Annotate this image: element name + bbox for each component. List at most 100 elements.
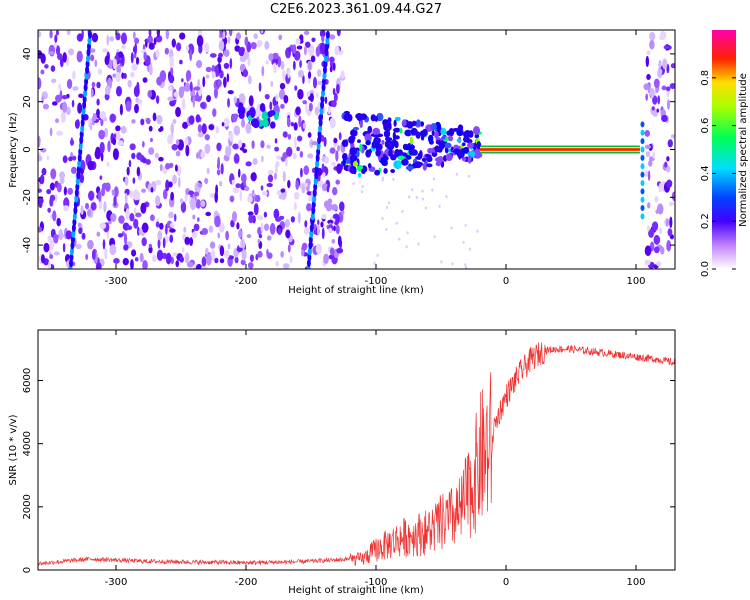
heatmap-cell [321,213,327,220]
heatmap-cluster-cell [447,135,454,142]
colorbar-tick-label: 0.2 [700,213,711,229]
heatmap-cell [227,36,231,44]
heatmap-cell [201,123,207,135]
heatmap-cell [213,87,219,99]
heatmap-cell [181,78,184,83]
heatmap-cluster-cell [434,157,443,163]
heatmap-cell [131,152,136,160]
heatmap-cell [361,184,364,188]
snr-x-tick-label: -200 [235,577,258,588]
heatmap-cell [50,168,57,180]
heatmap-cell [204,143,211,154]
heatmap-cell [252,189,255,195]
heatmap-cluster-cell [410,127,418,136]
heatmap-cell [236,247,244,252]
heatmap-cell [206,167,210,175]
heatmap-cell [157,238,161,249]
heatmap-cell [385,205,389,209]
heatmap-cell [280,188,286,193]
heatmap-cell [248,214,254,224]
heatmap-cell [233,125,241,136]
heatmap-cell [218,40,225,52]
spectrogram-y-tick-label: 40 [22,48,33,61]
heatmap-cell [445,195,448,199]
heatmap-cell [104,85,111,96]
heatmap-cell [90,202,97,211]
heatmap-cell [184,252,190,264]
heatmap-cell [287,133,292,140]
heatmap-cell [647,202,651,209]
heatmap-cell [107,220,112,225]
heatmap-cell [644,170,649,177]
heatmap-cell [649,39,655,50]
heatmap-cell [115,125,121,132]
heatmap-cluster-cell [446,130,451,136]
heatmap-cell [303,45,307,56]
heatmap-cell [307,71,312,79]
heatmap-cluster-cell [428,139,434,145]
heatmap-cell [652,151,656,159]
heatmap-cluster-cell [452,128,460,132]
heatmap-cell [85,202,90,210]
heatmap-cell [321,163,325,173]
heatmap-cell [333,137,338,144]
heatmap-cell [670,63,675,69]
heatmap-cell [174,164,178,172]
heatmap-cell [197,183,203,188]
heatmap-cell [141,237,147,247]
heatmap-cell [293,191,300,199]
heatmap-cell [169,228,176,233]
heatmap-cell [299,60,303,68]
heatmap-cell [200,266,208,269]
heatmap-cell [131,64,138,71]
heatmap-cell [301,242,308,251]
heatmap-cell [181,98,186,111]
heatmap-cell [286,117,291,128]
heatmap-cell [58,229,64,241]
heatmap-cell [70,166,77,175]
heatmap-cell [185,144,190,157]
heatmap-cell [319,30,326,38]
heatmap-cell [306,203,312,212]
heatmap-cell [179,59,183,65]
heatmap-cell [292,152,297,160]
heatmap-cell [246,234,252,239]
heatmap-cell [323,253,329,265]
heatmap-cell [421,189,424,193]
heatmap-cell [170,122,174,135]
heatmap-blob-cell [237,106,246,116]
heatmap-cell [311,37,316,43]
heatmap-cell [278,89,286,100]
heatmap-cell [72,70,76,80]
heatmap-cell [305,101,308,113]
heatmap-cluster-cell [461,156,467,162]
heatmap-cell [70,137,74,146]
heatmap-cell [148,243,153,248]
heatmap-cell [206,95,211,103]
heatmap-cell [303,30,310,36]
heatmap-cluster-cell [401,158,409,166]
carrier-edge-cell [640,179,645,186]
heatmap-cell [68,156,73,162]
heatmap-cell [124,176,129,186]
heatmap-cell [162,237,166,249]
heatmap-cell [242,148,248,154]
heatmap-cell [43,242,50,253]
heatmap-cell [155,221,160,228]
heatmap-cell [181,247,185,253]
heatmap-cell [257,238,261,244]
heatmap-cell [133,207,137,215]
heatmap-cell [279,215,285,220]
heatmap-cell [89,48,96,53]
heatmap-cell [188,190,195,196]
heatmap-cell [242,69,249,78]
heatmap-blob-cell [261,111,269,121]
heatmap-cell [333,92,338,102]
heatmap-cell [129,190,134,199]
heatmap-cell [208,225,214,233]
heatmap-cell [214,215,221,228]
heatmap-cell [251,140,255,149]
heatmap-cell [293,202,297,211]
heatmap-cell [56,130,63,136]
heatmap-cell [258,234,263,239]
